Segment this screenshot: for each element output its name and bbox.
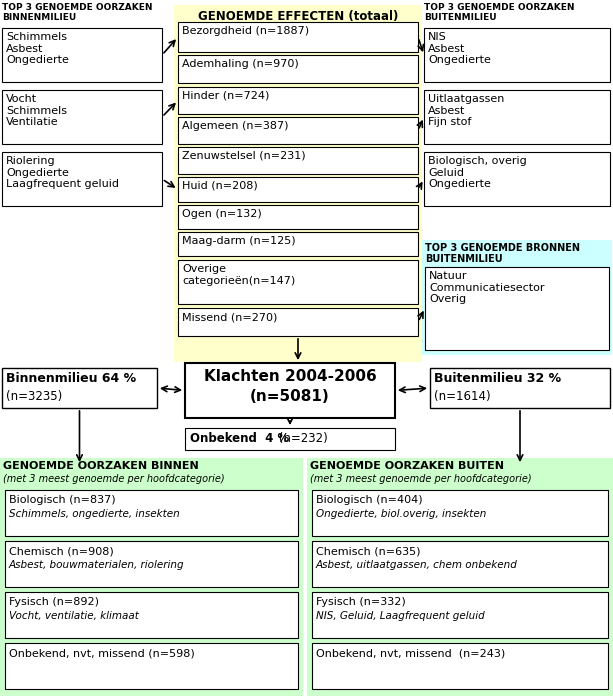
Text: Buitenmilieu 32 %: Buitenmilieu 32 % xyxy=(434,372,561,385)
Text: Zenuwstelsel (n=231): Zenuwstelsel (n=231) xyxy=(182,151,306,161)
Text: Onbekend, nvt, missend (n=598): Onbekend, nvt, missend (n=598) xyxy=(9,648,195,658)
Text: Schimmels, ongedierte, insekten: Schimmels, ongedierte, insekten xyxy=(9,509,180,519)
Text: Asbest, uitlaatgassen, chem onbekend: Asbest, uitlaatgassen, chem onbekend xyxy=(316,560,518,570)
Bar xyxy=(312,490,608,536)
Text: GENOEMDE OORZAKEN BUITEN: GENOEMDE OORZAKEN BUITEN xyxy=(310,461,504,471)
Text: TOP 3 GENOEMDE OORZAKEN: TOP 3 GENOEMDE OORZAKEN xyxy=(424,3,574,12)
Bar xyxy=(5,490,298,536)
Bar xyxy=(185,428,395,450)
Text: BINNENMILIEU: BINNENMILIEU xyxy=(2,13,76,22)
Bar xyxy=(424,28,610,82)
Bar xyxy=(5,541,298,587)
Text: Uitlaatgassen
Asbest
Fijn stof: Uitlaatgassen Asbest Fijn stof xyxy=(428,94,504,127)
Text: Huid (n=208): Huid (n=208) xyxy=(182,181,257,191)
Text: Chemisch (n=635): Chemisch (n=635) xyxy=(316,546,421,556)
Bar xyxy=(422,240,612,355)
Bar xyxy=(312,541,608,587)
Bar xyxy=(425,267,609,350)
Text: Fysisch (n=332): Fysisch (n=332) xyxy=(316,597,406,607)
Bar xyxy=(178,55,418,83)
Text: (met 3 meest genoemde per hoofdcategorie): (met 3 meest genoemde per hoofdcategorie… xyxy=(3,474,224,484)
Bar xyxy=(178,87,418,114)
Bar xyxy=(0,458,303,696)
Bar xyxy=(178,22,418,52)
Text: Ademhaling (n=970): Ademhaling (n=970) xyxy=(182,59,299,69)
Bar xyxy=(178,117,418,144)
Bar xyxy=(312,643,608,689)
Text: Biologisch (n=404): Biologisch (n=404) xyxy=(316,495,422,505)
Text: Biologisch, overig
Geluid
Ongedierte: Biologisch, overig Geluid Ongedierte xyxy=(428,156,527,189)
Text: Fysisch (n=892): Fysisch (n=892) xyxy=(9,597,99,607)
Bar xyxy=(2,90,162,144)
Bar xyxy=(178,260,418,304)
Text: Algemeen (n=387): Algemeen (n=387) xyxy=(182,121,289,131)
Text: GENOEMDE OORZAKEN BINNEN: GENOEMDE OORZAKEN BINNEN xyxy=(3,461,199,471)
Text: Asbest, bouwmaterialen, riolering: Asbest, bouwmaterialen, riolering xyxy=(9,560,185,570)
Bar xyxy=(178,205,418,229)
Text: (n=1614): (n=1614) xyxy=(434,390,490,403)
Bar xyxy=(178,177,418,202)
Bar xyxy=(185,363,395,418)
Text: GENOEMDE EFFECTEN (totaal): GENOEMDE EFFECTEN (totaal) xyxy=(198,10,398,23)
Text: NIS, Geluid, Laagfrequent geluid: NIS, Geluid, Laagfrequent geluid xyxy=(316,611,485,621)
Text: Ogen (n=132): Ogen (n=132) xyxy=(182,209,262,219)
Text: (n=232): (n=232) xyxy=(275,432,328,445)
Text: Klachten 2004-2006: Klachten 2004-2006 xyxy=(204,369,376,384)
Text: TOP 3 GENOEMDE OORZAKEN: TOP 3 GENOEMDE OORZAKEN xyxy=(2,3,153,12)
Text: Binnenmilieu 64 %: Binnenmilieu 64 % xyxy=(6,372,136,385)
Bar xyxy=(307,458,613,696)
Bar xyxy=(178,308,418,336)
Text: (n=3235): (n=3235) xyxy=(6,390,63,403)
Text: Vocht
Schimmels
Ventilatie: Vocht Schimmels Ventilatie xyxy=(6,94,67,127)
Bar xyxy=(5,643,298,689)
Bar xyxy=(2,368,157,408)
Text: Riolering
Ongedierte
Laagfrequent geluid: Riolering Ongedierte Laagfrequent geluid xyxy=(6,156,119,189)
Text: Onbekend  4 %: Onbekend 4 % xyxy=(190,432,289,445)
Bar xyxy=(312,592,608,638)
Text: NIS
Asbest
Ongedierte: NIS Asbest Ongedierte xyxy=(428,32,491,66)
Text: Missend (n=270): Missend (n=270) xyxy=(182,312,277,322)
Bar xyxy=(424,152,610,206)
Text: Schimmels
Asbest
Ongedierte: Schimmels Asbest Ongedierte xyxy=(6,32,69,66)
Bar xyxy=(178,232,418,256)
Bar xyxy=(2,28,162,82)
Text: Onbekend, nvt, missend  (n=243): Onbekend, nvt, missend (n=243) xyxy=(316,648,505,658)
Text: Maag-darm (n=125): Maag-darm (n=125) xyxy=(182,236,295,246)
Text: Chemisch (n=908): Chemisch (n=908) xyxy=(9,546,114,556)
Text: BUITENMILIEU: BUITENMILIEU xyxy=(425,254,503,264)
Text: Vocht, ventilatie, klimaat: Vocht, ventilatie, klimaat xyxy=(9,611,139,621)
Text: TOP 3 GENOEMDE BRONNEN: TOP 3 GENOEMDE BRONNEN xyxy=(425,243,580,253)
Bar xyxy=(2,152,162,206)
Text: Overige
categorieën(n=147): Overige categorieën(n=147) xyxy=(182,264,295,286)
Text: (met 3 meest genoemde per hoofdcategorie): (met 3 meest genoemde per hoofdcategorie… xyxy=(310,474,531,484)
Text: Bezorgdheid (n=1887): Bezorgdheid (n=1887) xyxy=(182,26,309,36)
Bar xyxy=(178,147,418,174)
Text: Hinder (n=724): Hinder (n=724) xyxy=(182,91,269,101)
Text: Ongedierte, biol.overig, insekten: Ongedierte, biol.overig, insekten xyxy=(316,509,486,519)
Text: Natuur
Communicatiesector
Overig: Natuur Communicatiesector Overig xyxy=(429,271,544,304)
Bar xyxy=(174,5,422,362)
Text: Biologisch (n=837): Biologisch (n=837) xyxy=(9,495,116,505)
Bar xyxy=(430,368,610,408)
Bar xyxy=(5,592,298,638)
Text: BUITENMILIEU: BUITENMILIEU xyxy=(424,13,497,22)
Bar xyxy=(424,90,610,144)
Text: (n=5081): (n=5081) xyxy=(250,389,330,404)
